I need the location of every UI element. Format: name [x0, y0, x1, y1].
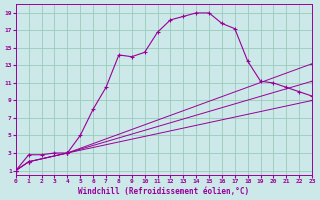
X-axis label: Windchill (Refroidissement éolien,°C): Windchill (Refroidissement éolien,°C) [78, 187, 250, 196]
